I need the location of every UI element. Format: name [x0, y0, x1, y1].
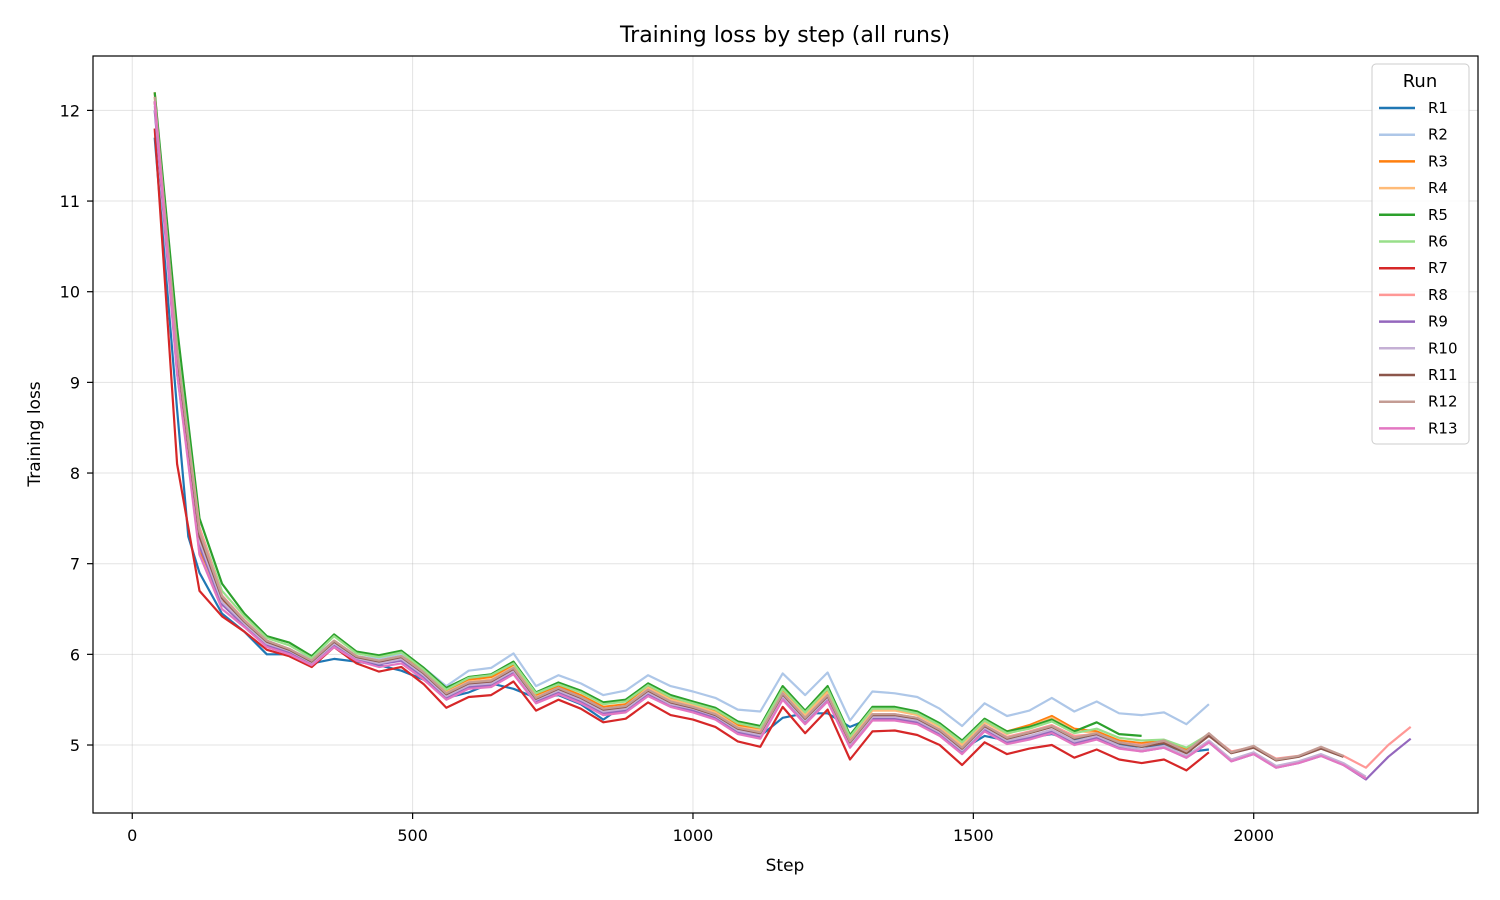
- series-line-r9: [153, 110, 1412, 781]
- legend-label: R8: [1428, 286, 1448, 304]
- legend-label: R1: [1428, 99, 1448, 117]
- series-line-r7: [153, 128, 1210, 772]
- legend-label: R3: [1428, 152, 1448, 170]
- y-tick-label: 10: [60, 283, 80, 302]
- legend-box: [1371, 63, 1470, 445]
- series-line-r4: [153, 96, 1210, 753]
- series-line-r11: [153, 101, 1344, 762]
- legend-item-r8: R8: [1379, 286, 1448, 304]
- legend-item-r13: R13: [1379, 419, 1458, 437]
- y-tick-label: 11: [60, 192, 80, 211]
- legend-label: R10: [1428, 339, 1458, 357]
- series-line-r5: [153, 92, 1142, 742]
- legend-label: R7: [1428, 259, 1448, 277]
- y-tick-label: 7: [70, 555, 80, 574]
- legend-label: R6: [1428, 233, 1448, 251]
- plot-frame: [92, 55, 1479, 814]
- legend-label: R4: [1428, 179, 1448, 197]
- y-tick-label: 5: [70, 736, 80, 755]
- y-tick-label: 6: [70, 645, 80, 664]
- series-line-r13: [153, 101, 1367, 780]
- series-line-r12: [153, 96, 1344, 761]
- legend-item-r1: R1: [1379, 99, 1448, 117]
- legend-label: R11: [1428, 366, 1458, 384]
- legend-item-r2: R2: [1379, 126, 1448, 144]
- x-tick-label: 1000: [673, 826, 714, 845]
- legend-label: R9: [1428, 313, 1448, 331]
- x-axis-label: Step: [766, 856, 805, 876]
- series-line-r6: [153, 101, 1210, 749]
- legend-item-r3: R3: [1379, 152, 1448, 170]
- legend: Run R1 R2 R3 R4 R5 R6 R7 R8 R9 R10 R11 R12 R13: [1371, 63, 1470, 445]
- y-tick-label: 12: [60, 101, 80, 120]
- y-axis-label: Training loss: [25, 381, 45, 487]
- series-line-r3: [153, 92, 1210, 751]
- legend-item-r5: R5: [1379, 206, 1448, 224]
- legend-title: Run: [1403, 71, 1438, 92]
- x-tick-label: 500: [397, 826, 428, 845]
- legend-label: R12: [1428, 393, 1458, 411]
- legend-item-r6: R6: [1379, 233, 1448, 251]
- legend-item-r7: R7: [1379, 259, 1448, 277]
- axis-ticks: 0 500 1000 1500 2000 5 6 7 8 9 10 11 12: [60, 101, 1274, 845]
- chart-title: Training loss by step (all runs): [619, 23, 950, 48]
- legend-item-r11: R11: [1379, 366, 1458, 384]
- legend-item-r12: R12: [1379, 393, 1458, 411]
- y-tick-label: 9: [70, 373, 80, 392]
- legend-item-r10: R10: [1379, 339, 1458, 357]
- legend-label: R13: [1428, 419, 1458, 437]
- series-line-r2: [153, 110, 1210, 728]
- grid: [93, 56, 1478, 813]
- legend-item-r4: R4: [1379, 179, 1448, 197]
- legend-items: R1 R2 R3 R4 R5 R6 R7 R8 R9 R10 R11 R12 R13: [1379, 99, 1458, 437]
- series-lines: [153, 92, 1412, 781]
- series-line-r10: [153, 105, 1367, 778]
- x-tick-label: 1500: [953, 826, 994, 845]
- legend-item-r9: R9: [1379, 313, 1448, 331]
- legend-label: R5: [1428, 206, 1448, 224]
- legend-label: R2: [1428, 126, 1448, 144]
- x-tick-label: 2000: [1233, 826, 1274, 845]
- x-tick-label: 0: [127, 826, 137, 845]
- y-tick-label: 8: [70, 464, 80, 483]
